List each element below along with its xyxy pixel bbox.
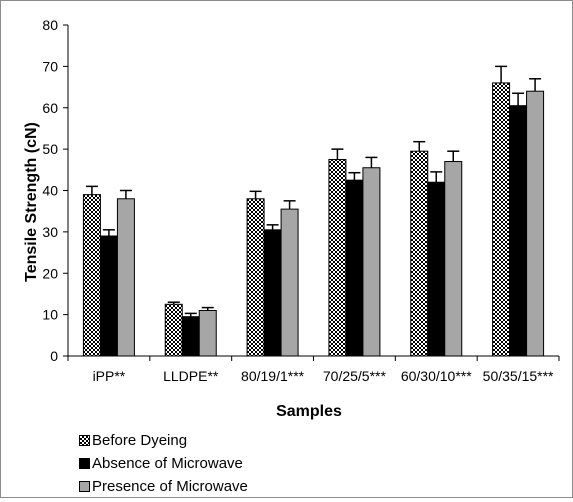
legend-label: Before Dyeing — [92, 432, 188, 449]
y-tick-label: 0 — [50, 348, 58, 364]
x-tick-label: 80/19/1*** — [241, 368, 305, 384]
plot-area: 0 10 20 30 40 50 60 70 80 iPP** LLDPE** 80/19/1*** 7… — [42, 17, 560, 384]
bar-before-dyeing — [328, 158, 347, 357]
legend-swatch-gray — [79, 481, 90, 492]
y-tick-label: 50 — [42, 141, 58, 157]
bar-before-dyeing — [82, 194, 101, 357]
x-tick-label: iPP** — [93, 368, 126, 384]
x-tick-label: 50/35/15*** — [483, 368, 554, 384]
y-tick-label: 60 — [42, 100, 58, 116]
bar-before-dyeing — [246, 198, 265, 357]
y-tick-label: 10 — [42, 307, 58, 323]
bar-before-dyeing — [410, 150, 429, 357]
x-tick-label: 60/30/10*** — [401, 368, 472, 384]
bar-before-dyeing — [492, 82, 511, 357]
legend-item-before-dyeing: Before Dyeing — [79, 429, 248, 452]
bar-presence-of-microwave — [444, 161, 463, 357]
x-tick-label: LLDPE** — [163, 368, 219, 384]
legend-swatch-black — [79, 458, 90, 469]
bar-before-dyeing — [164, 303, 183, 357]
legend-item-absence-of-microwave: Absence of Microwave — [79, 452, 248, 475]
x-tick-label: 70/25/5*** — [323, 368, 387, 384]
y-tick-label: 80 — [42, 17, 58, 33]
bar-absence-of-microwave — [181, 316, 200, 357]
y-tick-label: 40 — [42, 183, 58, 199]
y-tick-label: 30 — [42, 224, 58, 240]
bar-presence-of-microwave — [280, 208, 299, 357]
bar-absence-of-microwave — [263, 229, 282, 357]
x-axis-label: Samples — [276, 403, 342, 420]
bar-absence-of-microwave — [345, 179, 364, 357]
bar-presence-of-microwave — [198, 309, 217, 357]
y-axis-label: Tensile Strength (cN) — [23, 122, 40, 282]
y-tick-label: 70 — [42, 58, 58, 74]
bar-presence-of-microwave — [116, 198, 135, 357]
bar-presence-of-microwave — [362, 167, 381, 357]
legend-swatch-checker — [79, 435, 90, 446]
bar-absence-of-microwave — [99, 235, 118, 357]
bar-absence-of-microwave — [509, 105, 528, 357]
legend-label: Presence of Microwave — [92, 478, 248, 495]
y-tick-label: 20 — [42, 265, 58, 281]
legend-item-presence-of-microwave: Presence of Microwave — [79, 475, 248, 498]
legend-label: Absence of Microwave — [92, 455, 243, 472]
bar-absence-of-microwave — [427, 181, 446, 357]
legend: Before Dyeing Absence of Microwave Prese… — [79, 429, 248, 498]
bar-presence-of-microwave — [526, 90, 545, 357]
